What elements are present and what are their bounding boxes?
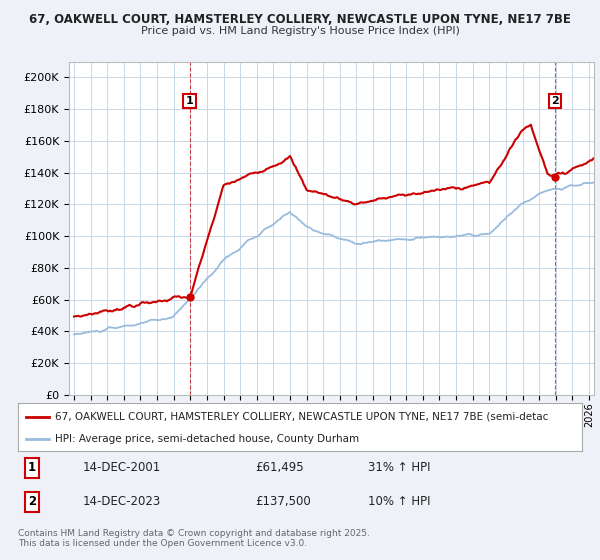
Text: 67, OAKWELL COURT, HAMSTERLEY COLLIERY, NEWCASTLE UPON TYNE, NE17 7BE: 67, OAKWELL COURT, HAMSTERLEY COLLIERY, … (29, 13, 571, 26)
Text: 2: 2 (28, 496, 36, 508)
Text: HPI: Average price, semi-detached house, County Durham: HPI: Average price, semi-detached house,… (55, 434, 359, 444)
Text: £61,495: £61,495 (255, 461, 304, 474)
Text: 1: 1 (186, 96, 193, 106)
Text: Price paid vs. HM Land Registry's House Price Index (HPI): Price paid vs. HM Land Registry's House … (140, 26, 460, 36)
Text: Contains HM Land Registry data © Crown copyright and database right 2025.
This d: Contains HM Land Registry data © Crown c… (18, 529, 370, 548)
Text: £137,500: £137,500 (255, 496, 311, 508)
Text: 10% ↑ HPI: 10% ↑ HPI (368, 496, 430, 508)
Text: 31% ↑ HPI: 31% ↑ HPI (368, 461, 430, 474)
Text: 67, OAKWELL COURT, HAMSTERLEY COLLIERY, NEWCASTLE UPON TYNE, NE17 7BE (semi-deta: 67, OAKWELL COURT, HAMSTERLEY COLLIERY, … (55, 412, 548, 422)
Text: 14-DEC-2001: 14-DEC-2001 (83, 461, 161, 474)
Text: 1: 1 (28, 461, 36, 474)
Text: 14-DEC-2023: 14-DEC-2023 (83, 496, 161, 508)
Text: 2: 2 (551, 96, 559, 106)
